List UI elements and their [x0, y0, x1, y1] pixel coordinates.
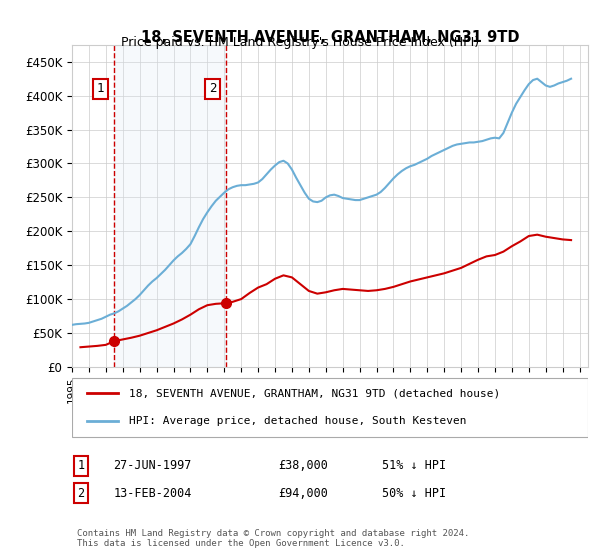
Text: 50% ↓ HPI: 50% ↓ HPI — [382, 487, 446, 500]
Text: 51% ↓ HPI: 51% ↓ HPI — [382, 459, 446, 472]
Text: 27-JUN-1997: 27-JUN-1997 — [113, 459, 191, 472]
Text: £94,000: £94,000 — [278, 487, 328, 500]
Title: 18, SEVENTH AVENUE, GRANTHAM, NG31 9TD: 18, SEVENTH AVENUE, GRANTHAM, NG31 9TD — [141, 30, 519, 45]
FancyBboxPatch shape — [72, 377, 588, 437]
Text: 1: 1 — [97, 82, 104, 95]
Text: HPI: Average price, detached house, South Kesteven: HPI: Average price, detached house, Sout… — [129, 417, 466, 426]
Text: 18, SEVENTH AVENUE, GRANTHAM, NG31 9TD (detached house): 18, SEVENTH AVENUE, GRANTHAM, NG31 9TD (… — [129, 388, 500, 398]
Text: 13-FEB-2004: 13-FEB-2004 — [113, 487, 191, 500]
Text: Price paid vs. HM Land Registry's House Price Index (HPI): Price paid vs. HM Land Registry's House … — [121, 36, 479, 49]
Text: 2: 2 — [209, 82, 217, 95]
Text: 1: 1 — [77, 459, 84, 472]
Text: 2: 2 — [77, 487, 84, 500]
Text: Contains HM Land Registry data © Crown copyright and database right 2024.
This d: Contains HM Land Registry data © Crown c… — [77, 529, 470, 548]
Bar — [114, 45, 226, 367]
Text: £38,000: £38,000 — [278, 459, 328, 472]
